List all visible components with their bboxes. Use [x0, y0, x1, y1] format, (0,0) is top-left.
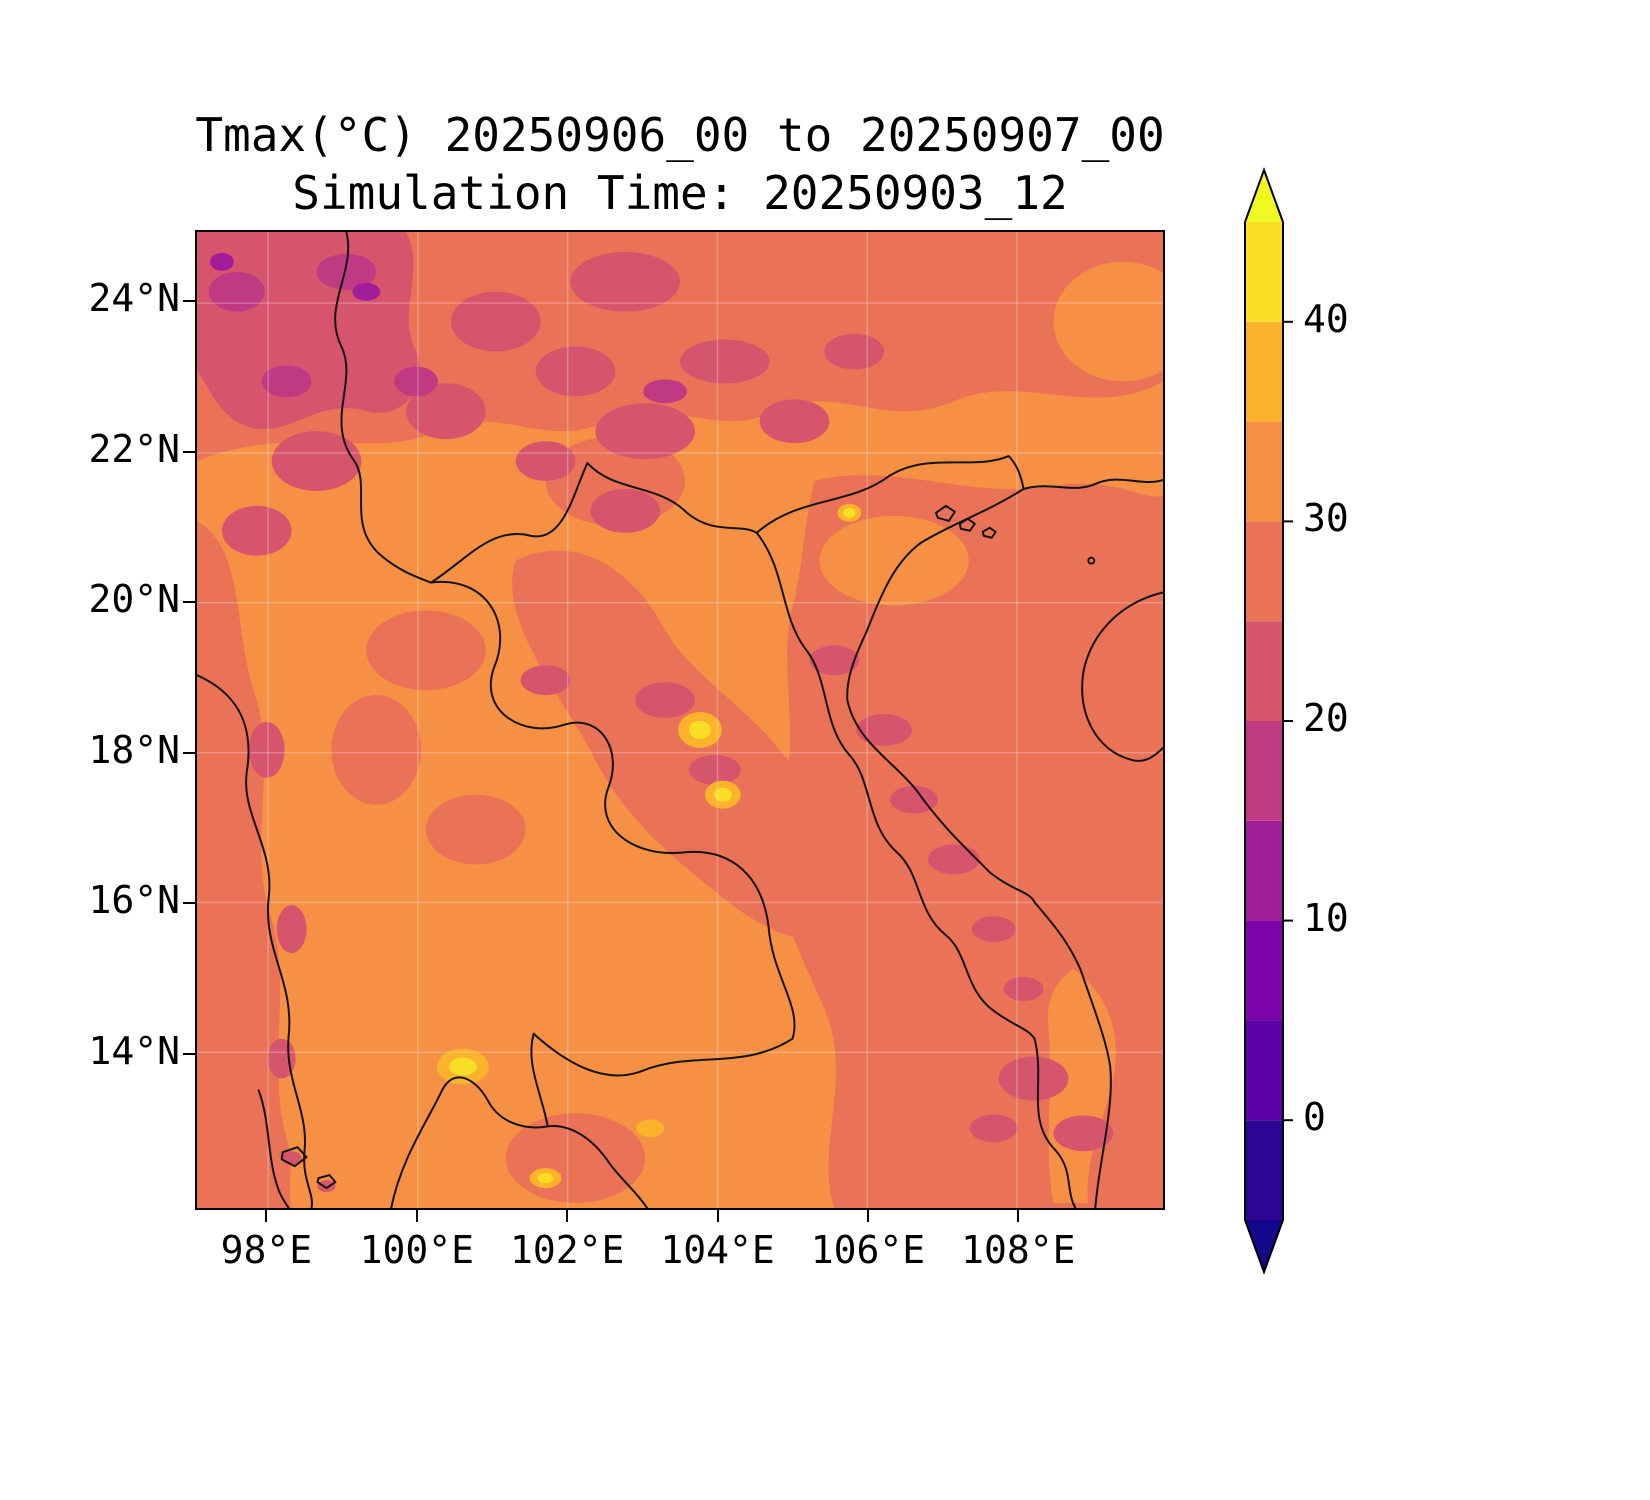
- x-tick-mark: [265, 1210, 268, 1222]
- colorbar-extend-over: [1245, 170, 1283, 222]
- colorbar-band: [1245, 421, 1283, 522]
- x-tick-mark: [716, 1210, 719, 1222]
- colorbar-band: [1245, 1020, 1283, 1121]
- colorbar-tick-label: 20: [1303, 696, 1349, 740]
- border-thailand-cambodia: [532, 1032, 794, 1077]
- coast-vietnam: [846, 487, 1112, 1208]
- colorbar-band: [1245, 1120, 1283, 1220]
- colorbar-tick-label: 10: [1303, 895, 1349, 940]
- y-tick-label: 24°N: [88, 276, 180, 321]
- border-myanmar-china: [334, 232, 433, 584]
- y-tick-mark: [183, 450, 195, 453]
- y-tick-mark: [183, 601, 195, 604]
- coast-china-northeast: [1022, 478, 1163, 490]
- colorbar-tick-label: 30: [1303, 496, 1349, 541]
- y-tick-mark: [183, 751, 195, 754]
- temperature-fill-15-20: [208, 253, 687, 404]
- x-tick-label: 100°E: [359, 1228, 474, 1272]
- border-cambodia-west: [530, 1032, 549, 1127]
- gridlines: [197, 232, 1163, 1208]
- colorbar-band: [1245, 521, 1283, 622]
- border-vietnam-china: [755, 455, 1025, 534]
- colorbar-extend-under: [1245, 1220, 1283, 1272]
- plot-title: Tmax(°C) 20250906_00 to 20250907_00 Simu…: [195, 106, 1165, 222]
- colorbar-band: [1245, 621, 1283, 721]
- colorbar-outline: [1244, 167, 1284, 1275]
- temperature-fill-40-45: [448, 507, 856, 1184]
- y-tick-label: 14°N: [88, 1028, 180, 1073]
- x-tick-label: 98°E: [220, 1228, 313, 1272]
- colorbar-tick-label: 40: [1303, 296, 1349, 341]
- x-tick-mark: [566, 1210, 569, 1222]
- border-thailand-laos: [430, 580, 796, 1040]
- coast-hainan-island: [1081, 591, 1163, 762]
- x-tick-mark: [866, 1210, 869, 1222]
- colorbar-band: [1245, 222, 1283, 322]
- x-tick-mark: [1017, 1210, 1020, 1222]
- border-cambodia-vietnam: [1033, 1037, 1077, 1208]
- colorbar-band: [1245, 321, 1283, 422]
- islands-gulf-west: [280, 1146, 337, 1190]
- border-myanmar-laos: [430, 462, 589, 584]
- y-tick-mark: [183, 1052, 195, 1055]
- y-tick-label: 22°N: [88, 426, 180, 471]
- colorbar-band: [1245, 820, 1283, 921]
- coast-myanmar-peninsula: [257, 1089, 290, 1208]
- plot-title-line1: Tmax(°C) 20250906_00 to 20250907_00: [195, 108, 1165, 162]
- x-tick-label: 102°E: [510, 1228, 625, 1272]
- x-tick-label: 108°E: [961, 1228, 1076, 1272]
- border-laos-china: [586, 462, 758, 534]
- border-myanmar-thailand: [197, 674, 313, 1208]
- plot-title-line2: Simulation Time: 20250903_12: [292, 166, 1068, 220]
- x-tick-label: 104°E: [660, 1228, 775, 1272]
- map-canvas: [197, 232, 1163, 1208]
- border-laos-vietnam: [755, 531, 1036, 1040]
- y-tick-label: 20°N: [88, 577, 180, 622]
- x-tick-mark: [415, 1210, 418, 1222]
- y-tick-label: 18°N: [88, 727, 180, 772]
- colorbar: [1244, 167, 1293, 1275]
- island-dot: [1087, 556, 1096, 565]
- y-tick-mark: [183, 902, 195, 905]
- colorbar-band: [1245, 920, 1283, 1021]
- islands-halong: [934, 504, 997, 539]
- colorbar-tick-label: 0: [1303, 1095, 1326, 1140]
- x-tick-label: 106°E: [810, 1228, 926, 1272]
- country-borders: [197, 232, 1163, 1208]
- y-tick-label: 16°N: [88, 878, 180, 923]
- map-plot: [195, 230, 1165, 1210]
- y-tick-mark: [183, 300, 195, 303]
- colorbar-band: [1245, 721, 1283, 821]
- temperature-fill-10-15: [209, 252, 381, 301]
- coast-gulf-of-thailand: [390, 1076, 649, 1208]
